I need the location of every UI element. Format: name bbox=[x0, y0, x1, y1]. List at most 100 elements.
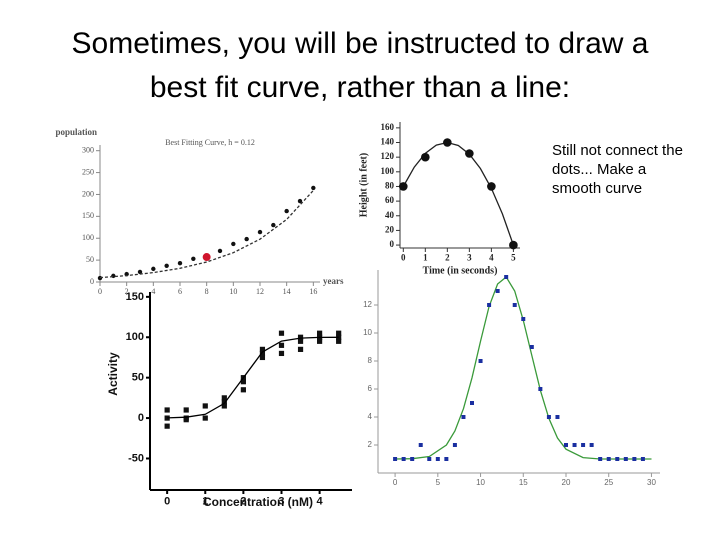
x-tick-label: 0 bbox=[98, 287, 102, 296]
data-point bbox=[284, 208, 289, 214]
data-point bbox=[632, 457, 637, 461]
data-point bbox=[487, 303, 492, 307]
x-tick-label: 6 bbox=[178, 287, 182, 296]
data-point bbox=[317, 338, 323, 344]
y-axis-label: Height (in feet) bbox=[358, 153, 369, 217]
y-tick-label: 80 bbox=[385, 181, 395, 191]
y-axis-label: Activity bbox=[106, 352, 120, 396]
x-tick-label: 1 bbox=[202, 495, 208, 507]
y-tick-label: 10 bbox=[363, 328, 372, 337]
data-point bbox=[240, 387, 246, 393]
data-point bbox=[202, 253, 211, 262]
data-point bbox=[317, 330, 323, 336]
data-point bbox=[555, 415, 560, 419]
data-point bbox=[487, 182, 496, 191]
x-tick-label: 20 bbox=[562, 478, 571, 487]
y-tick-label: 0 bbox=[138, 412, 144, 424]
data-point bbox=[504, 275, 509, 279]
note: Still not connect the dots... Make a smo… bbox=[552, 142, 683, 197]
data-point bbox=[427, 457, 432, 461]
chart: -50 0 50 100 150 0 1 2 3 4 Activity Concentration (… bbox=[106, 291, 352, 509]
data-point bbox=[509, 240, 518, 250]
y-tick-label: 300 bbox=[82, 146, 94, 155]
data-point bbox=[259, 354, 266, 361]
x-tick-label: 1 bbox=[423, 253, 428, 263]
data-point bbox=[164, 415, 170, 421]
y-tick-label: 150 bbox=[82, 211, 94, 220]
data-point bbox=[615, 457, 620, 461]
data-point bbox=[401, 457, 406, 461]
x-tick-label: 5 bbox=[436, 478, 441, 487]
data-point bbox=[244, 236, 249, 242]
data-point bbox=[529, 345, 534, 349]
data-point bbox=[111, 273, 116, 279]
data-point bbox=[589, 443, 594, 447]
data-point bbox=[164, 407, 170, 413]
x-tick-label: 2 bbox=[445, 253, 450, 263]
x-axis-label: Time (in seconds) bbox=[423, 265, 498, 276]
y-tick-label: 20 bbox=[385, 224, 395, 234]
data-point bbox=[259, 350, 266, 357]
data-point bbox=[221, 403, 227, 409]
data-point bbox=[240, 379, 246, 385]
x-tick-label: 10 bbox=[476, 478, 485, 487]
x-tick-label: 0 bbox=[393, 478, 398, 487]
fit-curve bbox=[99, 190, 314, 279]
x-axis-label: Concentration (nM) bbox=[203, 495, 313, 509]
x-tick-label: 30 bbox=[647, 478, 656, 487]
data-point bbox=[202, 403, 208, 409]
data-point bbox=[495, 289, 500, 293]
chart: 0 20 40 60 80 100 120 140 160 0 1 2 3 4 5 Height (in fe… bbox=[358, 122, 520, 276]
data-point bbox=[137, 269, 143, 275]
y-tick-label: 100 bbox=[82, 233, 94, 242]
y-tick-label: 40 bbox=[385, 210, 395, 220]
y-tick-label: 160 bbox=[381, 122, 395, 132]
x-tick-label: 15 bbox=[519, 478, 528, 487]
x-tick-label: 4 bbox=[317, 495, 324, 507]
data-point bbox=[336, 330, 342, 336]
y-tick-label: 140 bbox=[381, 137, 395, 147]
data-point bbox=[435, 457, 440, 461]
y-tick-label: 100 bbox=[381, 166, 395, 176]
y-tick-label: 0 bbox=[390, 239, 395, 249]
data-point bbox=[151, 266, 156, 272]
data-point bbox=[183, 407, 189, 413]
data-point bbox=[217, 248, 223, 254]
data-point bbox=[221, 399, 227, 405]
y-tick-label: 12 bbox=[363, 300, 372, 309]
chart: 0 50 100 150 200 250 300 0 2 4 6 8 10 12 14 16 Best Fitt… bbox=[55, 127, 344, 296]
x-tick-label: 2 bbox=[125, 287, 129, 296]
data-point bbox=[278, 330, 285, 336]
y-tick-label: -50 bbox=[128, 452, 144, 464]
x-tick-label: 2 bbox=[240, 495, 246, 507]
fit-curve bbox=[167, 336, 339, 419]
x-tick-label: 16 bbox=[309, 287, 317, 296]
y-tick-label: 2 bbox=[368, 440, 373, 449]
data-point bbox=[278, 342, 285, 348]
y-tick-label: 4 bbox=[368, 412, 373, 421]
data-point bbox=[461, 415, 466, 419]
chart: 2 4 6 8 10 12 0 5 10 15 20 25 30 bbox=[363, 270, 660, 487]
data-point bbox=[418, 443, 423, 447]
data-point bbox=[564, 443, 568, 447]
data-point bbox=[399, 182, 408, 191]
y-axis-label: population bbox=[55, 127, 97, 137]
data-point bbox=[606, 457, 611, 461]
data-point bbox=[278, 350, 285, 357]
data-point bbox=[221, 395, 227, 401]
data-point bbox=[297, 346, 304, 352]
data-point bbox=[297, 338, 304, 344]
x-axis-label: years bbox=[323, 276, 344, 286]
data-point bbox=[177, 260, 183, 266]
data-point bbox=[581, 443, 586, 447]
chart-title: Best Fitting Curve, h = 0.12 bbox=[165, 138, 255, 147]
y-tick-label: 200 bbox=[82, 189, 94, 198]
y-tick-label: 120 bbox=[381, 151, 395, 161]
data-point bbox=[393, 457, 398, 461]
data-point bbox=[623, 457, 628, 461]
data-point bbox=[336, 338, 342, 344]
slide-title: Sometimes, you will be instructed to dra… bbox=[71, 27, 649, 104]
data-point bbox=[231, 241, 236, 247]
data-point bbox=[572, 443, 577, 447]
